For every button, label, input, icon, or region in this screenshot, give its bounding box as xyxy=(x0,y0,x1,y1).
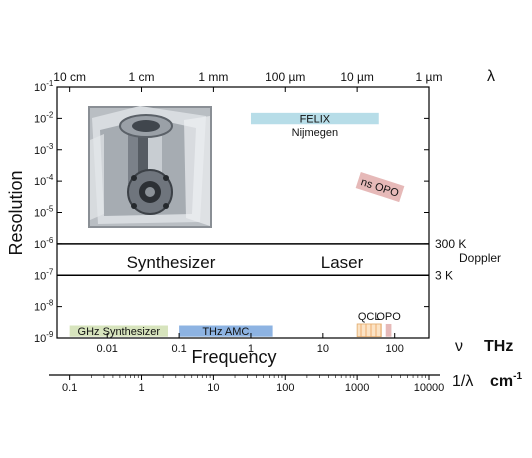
y-axis: 10-110-210-310-410-510-610-710-810-9 xyxy=(34,79,429,345)
y-tick-exponent: -9 xyxy=(46,330,54,339)
source-ns-opo: ns OPO xyxy=(355,171,405,203)
y-tick-label: 10-6 xyxy=(34,236,54,251)
y-tick-exponent: -8 xyxy=(46,299,54,308)
y-tick-exponent: -6 xyxy=(46,236,54,245)
apparatus-photo xyxy=(88,106,212,228)
cm-unit: cm-1 xyxy=(490,371,522,390)
y-tick-label: 10-9 xyxy=(34,330,54,345)
source-box xyxy=(250,112,379,125)
separator-lines: 300 K 3 K xyxy=(57,237,466,282)
y-tick-exponent: -2 xyxy=(46,110,54,119)
source-label: FELIX xyxy=(300,114,331,126)
inv-lambda-symbol: 1/λ xyxy=(452,373,473,390)
wavelength-tick-label: 1 mm xyxy=(198,70,228,84)
cm-base: cm xyxy=(490,373,513,390)
source-thz-amc: THz AMC xyxy=(179,325,273,338)
wavenumber-tick-label: 100 xyxy=(276,382,294,394)
wavelength-tick-label: 1 cm xyxy=(129,70,155,84)
region-label-laser: Laser xyxy=(321,253,364,272)
x-axis-title: Frequency xyxy=(191,347,276,367)
y-tick-base: 10 xyxy=(34,82,46,94)
wavelength-tick-label: 10 cm xyxy=(53,70,86,84)
y-tick-base: 10 xyxy=(34,239,46,251)
lambda-symbol: λ xyxy=(487,68,495,85)
wavenumber-tick-label: 1000 xyxy=(345,382,369,394)
source-box xyxy=(179,325,273,337)
y-tick-exponent: -1 xyxy=(46,79,54,88)
source-ghz-synthesizer: GHz Synthesizer xyxy=(69,325,168,338)
source-sublabel: Nijmegen xyxy=(292,127,338,139)
source-opo: OPO xyxy=(376,311,401,337)
y-tick-label: 10-7 xyxy=(34,267,54,282)
wavenumber-tick-label: 10000 xyxy=(414,382,445,394)
y-tick-label: 10-1 xyxy=(34,79,54,94)
y-tick-label: 10-5 xyxy=(34,205,54,220)
source-box xyxy=(355,171,405,203)
source-box xyxy=(356,323,382,338)
y-axis-title: Resolution xyxy=(6,170,26,255)
y-tick-base: 10 xyxy=(34,145,46,157)
y-tick-base: 10 xyxy=(34,333,46,345)
wavelength-axis: 10 cm 1 cm 1 mm 100 µm 10 µm 1 µm xyxy=(53,70,442,92)
y-tick-label: 10-2 xyxy=(34,110,54,125)
wavelength-tick-label: 10 µm xyxy=(340,70,374,84)
source-label: THz AMC xyxy=(202,326,249,338)
wavenumber-axis: 0.1 1 10 100 1000 10000 xyxy=(49,374,445,394)
y-tick-base: 10 xyxy=(34,176,46,188)
wavelength-tick-label: 1 µm xyxy=(416,70,443,84)
source-box xyxy=(69,325,168,337)
y-tick-exponent: -3 xyxy=(46,142,54,151)
x-tick-label: 1 xyxy=(248,343,254,355)
wavelength-tick-label: 100 µm xyxy=(265,70,305,84)
doppler-label: Doppler xyxy=(459,251,501,265)
x-tick-label: 10 xyxy=(317,343,329,355)
source-label: QCL xyxy=(358,311,381,323)
separator-label: 3 K xyxy=(435,268,453,282)
y-tick-base: 10 xyxy=(34,270,46,282)
y-tick-base: 10 xyxy=(34,302,46,314)
y-tick-exponent: -7 xyxy=(46,267,54,276)
y-tick-base: 10 xyxy=(34,208,46,220)
x-tick-label: 100 xyxy=(386,343,404,355)
y-tick-label: 10-4 xyxy=(34,173,54,188)
source-qcl: QCL xyxy=(356,311,382,338)
y-tick-base: 10 xyxy=(34,113,46,125)
wavenumber-tick-label: 10 xyxy=(207,382,219,394)
x-tick-label: 0.01 xyxy=(97,343,118,355)
source-label: OPO xyxy=(376,311,401,323)
y-tick-exponent: -4 xyxy=(46,173,54,182)
y-tick-label: 10-8 xyxy=(34,299,54,314)
wavenumber-tick-label: 1 xyxy=(138,382,144,394)
source-box xyxy=(385,323,392,337)
nu-symbol: ν xyxy=(455,338,463,355)
cm-exponent: -1 xyxy=(513,371,522,382)
region-label-synthesizer: Synthesizer xyxy=(127,253,216,272)
x-tick-label: 0.1 xyxy=(171,343,186,355)
x-axis: 0.01 0.1 1 10 100 xyxy=(97,333,404,355)
y-tick-label: 10-3 xyxy=(34,142,54,157)
separator-label: 300 K xyxy=(435,237,466,251)
wavenumber-tick-label: 0.1 xyxy=(62,382,77,394)
source-label: GHz Synthesizer xyxy=(78,326,161,338)
thz-unit: THz xyxy=(484,338,513,355)
y-tick-exponent: -5 xyxy=(46,205,54,214)
